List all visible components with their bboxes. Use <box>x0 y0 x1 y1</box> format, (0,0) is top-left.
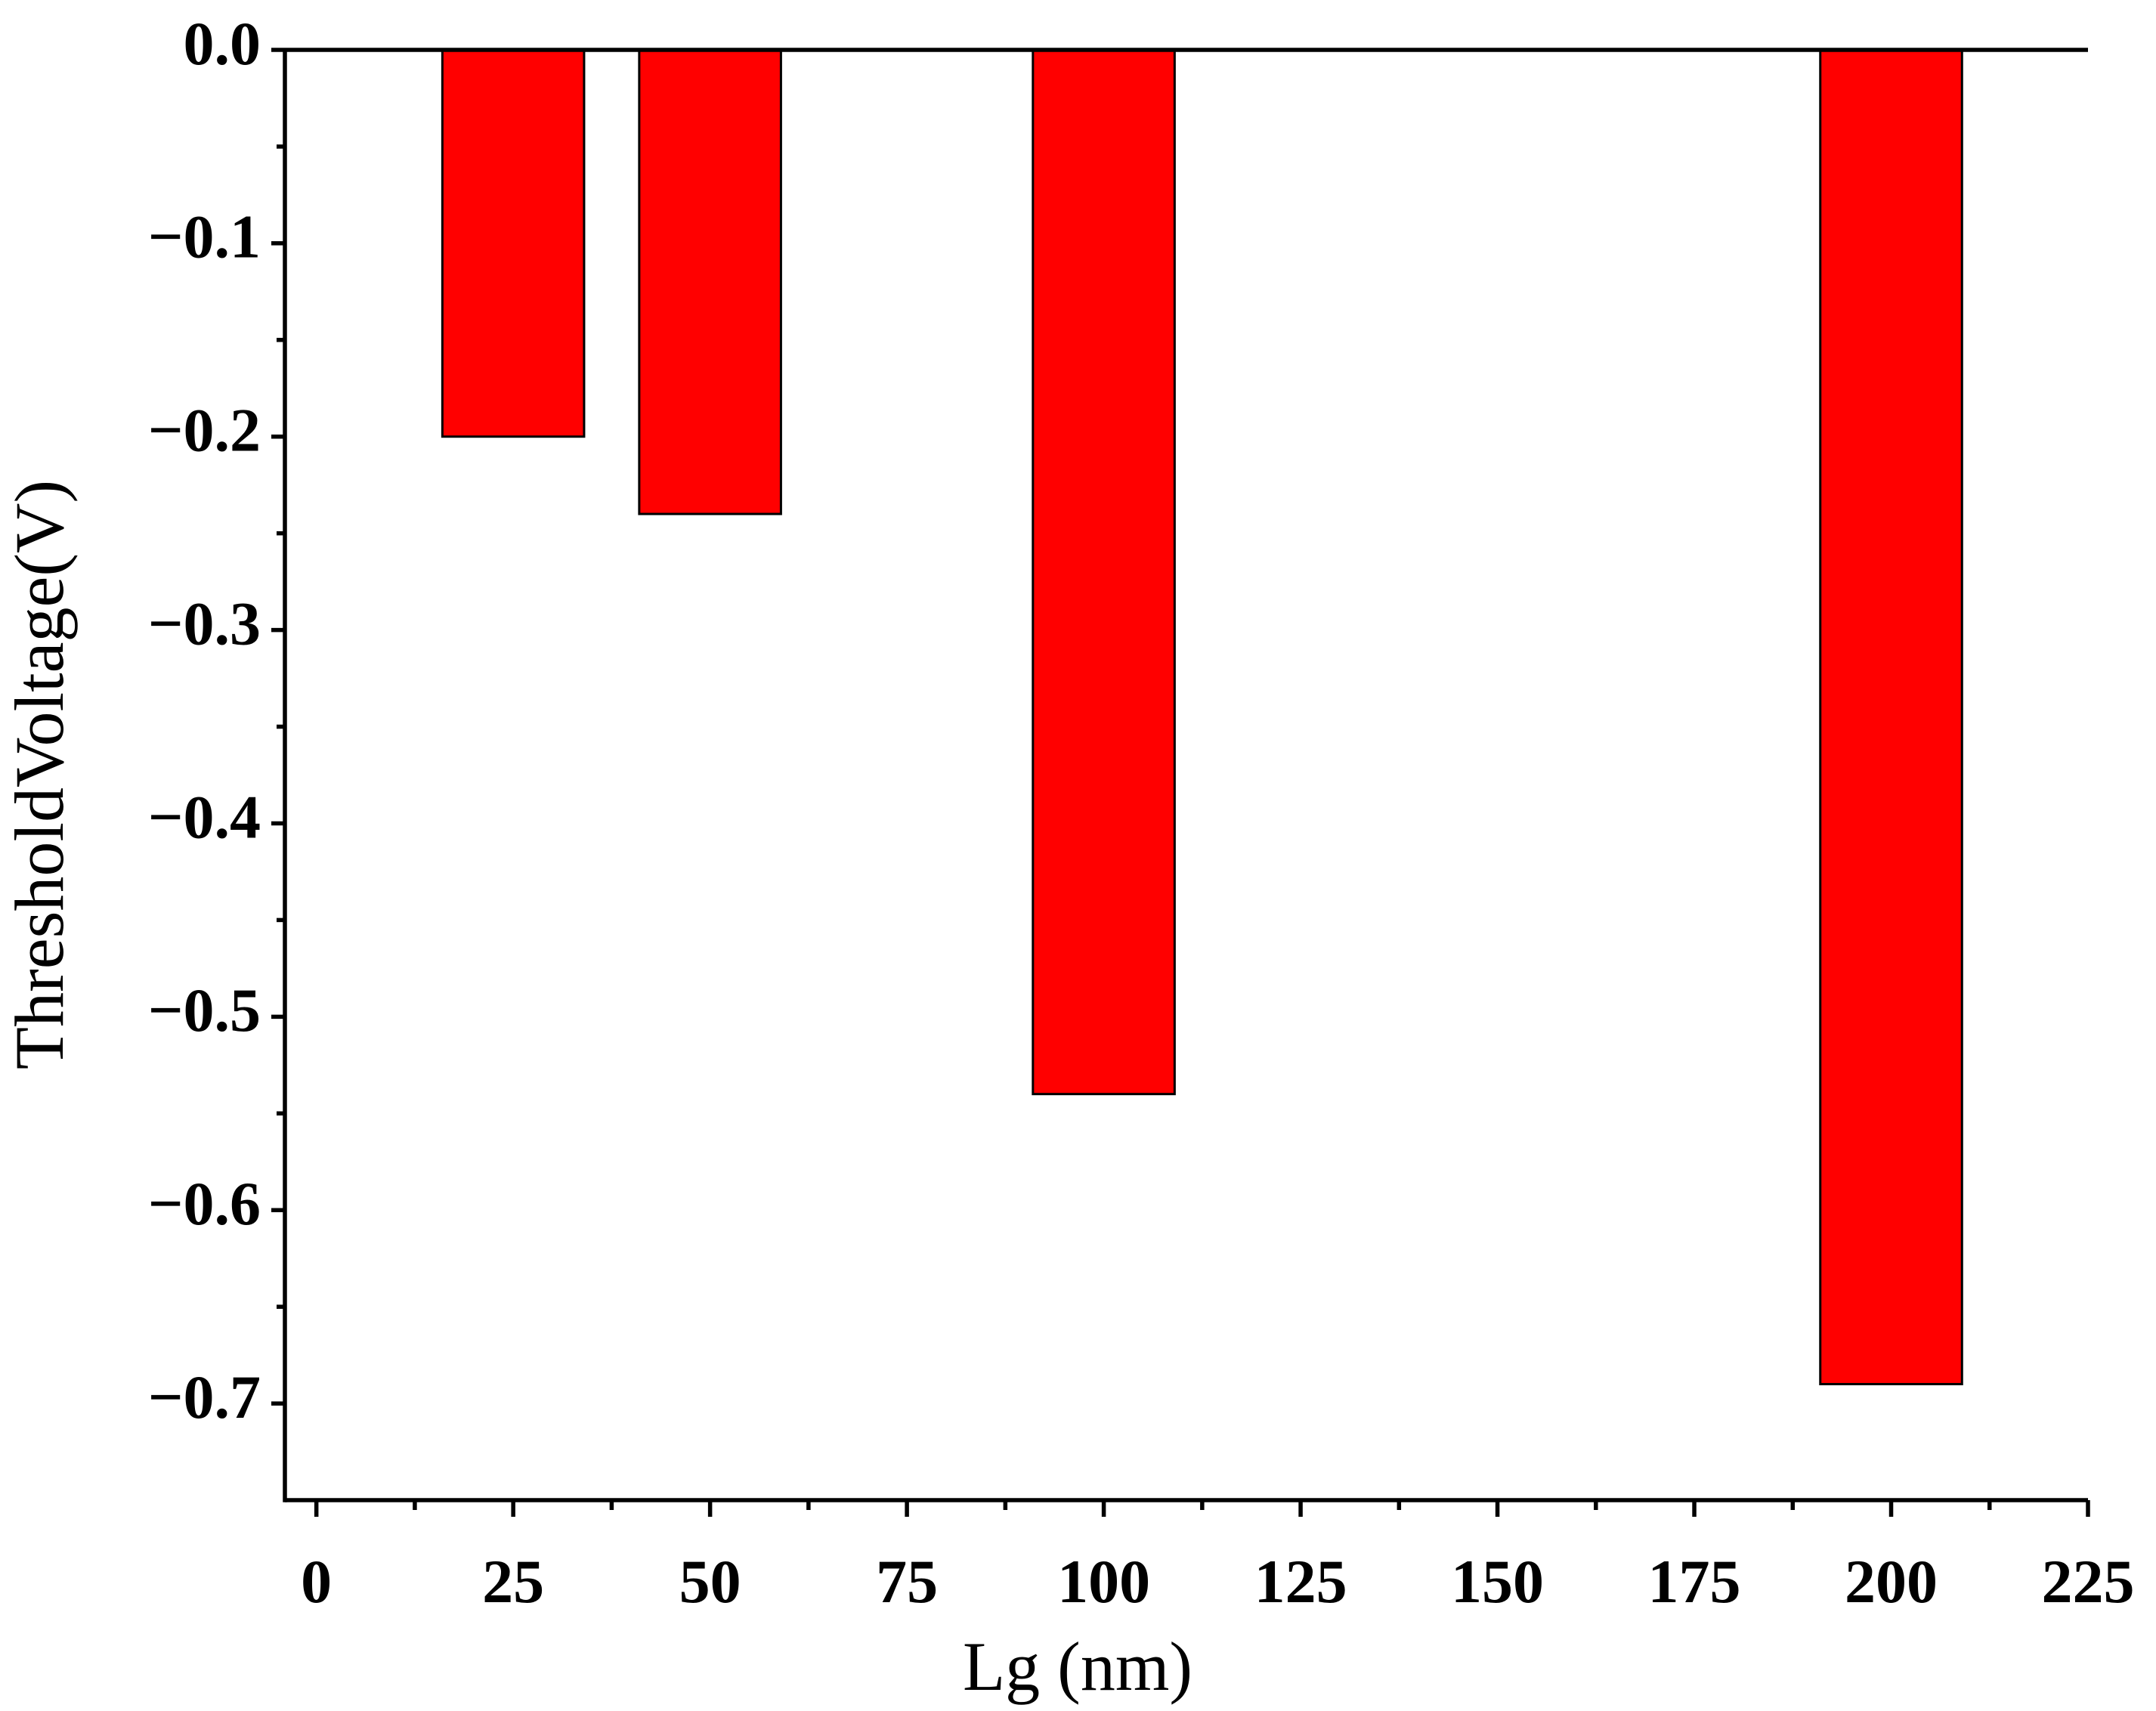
y-tick-label: −0.5 <box>148 976 261 1044</box>
x-tick-label: 0 <box>301 1547 332 1616</box>
x-tick-label: 200 <box>1845 1547 1938 1616</box>
y-tick-label: −0.3 <box>148 589 261 657</box>
x-tick-label: 175 <box>1648 1547 1741 1616</box>
y-tick-label: −0.2 <box>148 396 261 465</box>
x-tick-label: 50 <box>679 1547 741 1616</box>
bar <box>638 48 782 515</box>
x-tick-label: 75 <box>876 1547 938 1616</box>
bar <box>1819 48 1963 1385</box>
bar <box>1032 48 1176 1096</box>
x-tick-label: 125 <box>1254 1547 1347 1616</box>
y-axis-label: ThresholdVoltage(V) <box>1 480 78 1069</box>
y-tick-label: −0.7 <box>148 1363 261 1431</box>
x-tick-label: 150 <box>1451 1547 1544 1616</box>
x-tick-label: 225 <box>2042 1547 2135 1616</box>
x-tick-label: 25 <box>482 1547 544 1616</box>
x-axis-label: Lg (nm) <box>963 1628 1192 1705</box>
y-tick-label: −0.6 <box>148 1169 261 1238</box>
bar <box>441 48 586 438</box>
y-tick-label: 0.0 <box>184 9 261 78</box>
y-tick-label: −0.4 <box>148 782 261 851</box>
y-tick-label: −0.1 <box>148 203 261 271</box>
x-tick-label: 100 <box>1057 1547 1150 1616</box>
